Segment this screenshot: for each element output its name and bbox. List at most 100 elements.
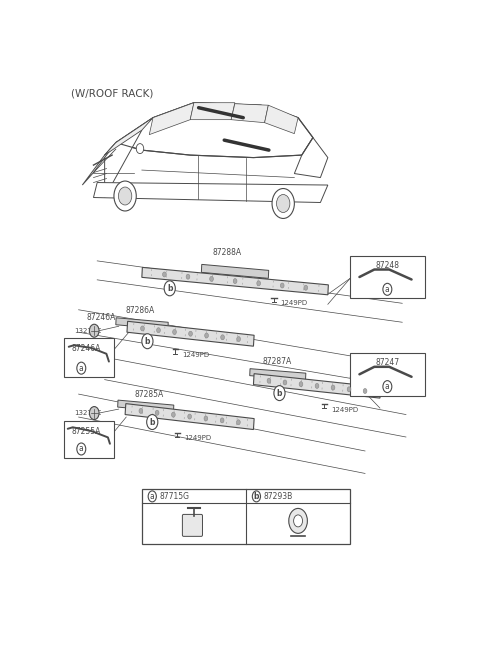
Circle shape [204,333,208,338]
Circle shape [77,362,86,374]
Circle shape [331,385,335,390]
Text: a: a [385,382,390,391]
Polygon shape [118,400,174,412]
Circle shape [220,418,224,423]
Circle shape [136,144,144,154]
Text: a: a [79,445,84,454]
Circle shape [119,187,132,205]
Circle shape [315,384,319,388]
Text: 87248: 87248 [375,261,399,270]
Text: 87715G: 87715G [160,492,190,501]
FancyBboxPatch shape [182,515,203,537]
Circle shape [267,378,271,383]
Polygon shape [264,105,298,133]
Text: 87246A: 87246A [86,313,115,322]
FancyBboxPatch shape [64,338,114,377]
Circle shape [163,272,166,277]
Circle shape [89,324,99,337]
Circle shape [188,414,192,419]
Polygon shape [116,318,168,329]
Text: 1249PD: 1249PD [182,352,209,358]
Text: a: a [150,492,155,501]
Polygon shape [149,102,194,135]
FancyBboxPatch shape [350,256,424,298]
Circle shape [173,329,176,334]
Polygon shape [94,183,328,202]
Circle shape [77,443,86,455]
Circle shape [210,277,214,281]
Circle shape [114,181,136,211]
Circle shape [186,274,190,279]
Text: 87211A: 87211A [263,373,292,382]
Polygon shape [127,321,254,346]
Circle shape [383,380,392,393]
Circle shape [233,279,237,284]
Polygon shape [105,130,142,198]
Polygon shape [142,268,328,295]
Text: 87287A: 87287A [263,357,292,366]
Circle shape [363,389,367,393]
Circle shape [299,382,303,387]
Circle shape [221,335,225,340]
FancyBboxPatch shape [350,353,424,395]
Polygon shape [125,404,254,430]
Circle shape [289,509,307,533]
Circle shape [141,326,144,331]
Circle shape [294,515,302,527]
Text: a: a [385,285,390,294]
Text: 1249PD: 1249PD [331,406,358,413]
Circle shape [204,416,208,421]
Text: 87286A: 87286A [125,307,155,316]
Text: b: b [277,389,282,398]
Polygon shape [105,118,153,155]
Text: b: b [253,492,259,501]
Polygon shape [253,374,381,398]
Circle shape [276,194,290,213]
FancyBboxPatch shape [142,489,350,544]
Circle shape [156,328,160,332]
Text: a: a [79,364,84,373]
Circle shape [189,331,192,336]
Text: 87255A: 87255A [71,426,100,435]
Text: 87247: 87247 [375,358,399,367]
Circle shape [139,408,143,413]
Polygon shape [83,143,116,185]
Polygon shape [202,264,269,279]
Text: 1327AC: 1327AC [74,328,101,334]
Circle shape [155,410,159,415]
Circle shape [237,420,240,424]
Polygon shape [231,104,268,122]
Circle shape [280,283,284,288]
Circle shape [274,386,285,400]
Circle shape [383,283,392,295]
Polygon shape [116,102,313,157]
Text: b: b [144,337,150,346]
Text: 87288A: 87288A [213,248,242,257]
Polygon shape [190,102,235,120]
Circle shape [142,334,153,349]
Circle shape [252,491,261,502]
Circle shape [89,406,99,419]
Circle shape [347,387,351,392]
Circle shape [283,380,287,385]
Text: 87246A: 87246A [71,344,100,353]
Text: 1327AC: 1327AC [74,410,101,416]
Text: 1249PD: 1249PD [280,300,307,307]
Text: 87212A: 87212A [239,274,268,283]
Text: 87293B: 87293B [264,492,293,501]
Text: 1249PD: 1249PD [184,435,211,441]
Text: 87285A: 87285A [134,390,164,399]
Circle shape [257,281,261,286]
Polygon shape [250,369,306,380]
Circle shape [148,491,156,502]
Circle shape [272,189,294,218]
Polygon shape [294,137,328,178]
FancyBboxPatch shape [64,421,114,458]
Text: b: b [167,284,172,293]
Circle shape [171,412,175,417]
Text: (W/ROOF RACK): (W/ROOF RACK) [71,89,154,98]
Circle shape [147,415,158,430]
Text: b: b [149,417,155,426]
Circle shape [304,285,308,290]
Circle shape [237,336,240,341]
